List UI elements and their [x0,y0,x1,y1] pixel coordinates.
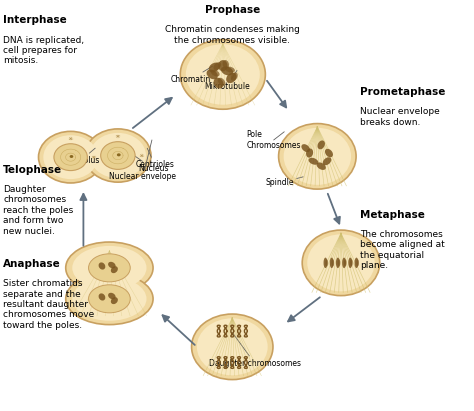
Ellipse shape [191,314,273,380]
Text: Nuclear envelope: Nuclear envelope [109,140,176,181]
Ellipse shape [226,73,237,83]
Ellipse shape [72,246,146,290]
Text: Nuclear envelope
breaks down.: Nuclear envelope breaks down. [360,107,439,127]
Ellipse shape [283,128,351,185]
Ellipse shape [309,158,319,165]
Ellipse shape [85,129,151,182]
Ellipse shape [325,149,333,157]
Text: Chromatin: Chromatin [171,66,212,84]
Ellipse shape [231,72,238,81]
Ellipse shape [218,78,225,86]
Ellipse shape [325,259,328,266]
Text: Prophase: Prophase [205,5,260,15]
Ellipse shape [54,144,87,171]
Ellipse shape [214,78,223,88]
Ellipse shape [89,285,130,313]
Ellipse shape [222,60,229,69]
Ellipse shape [331,259,334,266]
Ellipse shape [344,259,346,266]
Text: Nucleolus: Nucleolus [62,148,100,165]
Ellipse shape [330,258,334,268]
Ellipse shape [318,141,325,149]
Text: Mikrotubule: Mikrotubule [204,70,250,91]
Ellipse shape [356,259,359,266]
Ellipse shape [180,39,265,109]
Ellipse shape [111,297,118,304]
Ellipse shape [209,62,220,72]
Ellipse shape [218,60,228,71]
Ellipse shape [337,259,340,266]
Ellipse shape [99,262,105,270]
Ellipse shape [323,157,331,165]
Ellipse shape [279,124,356,189]
Ellipse shape [111,266,118,273]
Ellipse shape [221,67,233,76]
Text: Spindle: Spindle [265,177,303,187]
Ellipse shape [89,254,130,282]
Ellipse shape [210,69,219,76]
Ellipse shape [72,277,146,321]
Ellipse shape [306,148,313,157]
Text: Daughter chromosomes: Daughter chromosomes [209,332,301,368]
Ellipse shape [336,258,340,268]
Ellipse shape [108,293,116,299]
Ellipse shape [38,132,103,183]
Ellipse shape [90,133,146,178]
Text: Interphase: Interphase [3,15,67,25]
Text: Anaphase: Anaphase [3,259,61,269]
Ellipse shape [43,135,98,179]
Text: Daughter
chromosomes
reach the poles
and form two
new nuclei.: Daughter chromosomes reach the poles and… [3,185,73,236]
Ellipse shape [342,258,346,268]
Text: Sister chromatids
separate and the
resultant daughter
chromosomes move
toward th: Sister chromatids separate and the resul… [3,279,94,330]
Ellipse shape [213,62,221,70]
Text: Centrioles: Centrioles [136,148,174,169]
Ellipse shape [70,155,73,158]
Ellipse shape [355,258,358,268]
Ellipse shape [197,318,268,375]
Text: Prometaphase: Prometaphase [360,87,445,97]
Ellipse shape [348,258,352,268]
Ellipse shape [301,144,310,152]
Text: Telophase: Telophase [3,164,62,175]
Ellipse shape [100,142,135,169]
Ellipse shape [66,273,153,325]
Ellipse shape [186,44,260,105]
Text: Nucleus: Nucleus [124,148,168,173]
Ellipse shape [350,259,353,266]
Ellipse shape [324,258,328,268]
Text: Pole
Chromosomes: Pole Chromosomes [246,130,301,150]
Text: DNA is replicated,
cell prepares for
mitosis.: DNA is replicated, cell prepares for mit… [3,35,84,65]
Ellipse shape [302,230,380,296]
Ellipse shape [207,69,218,79]
Text: Metaphase: Metaphase [360,210,425,219]
Ellipse shape [99,293,105,300]
Ellipse shape [317,162,326,170]
Text: Chromatin condenses making
the chromosomes visible.: Chromatin condenses making the chromosom… [165,25,300,45]
Ellipse shape [225,67,235,73]
Ellipse shape [108,262,116,268]
Text: The chromosomes
become aligned at
the equatorial
plane.: The chromosomes become aligned at the eq… [360,230,445,270]
Ellipse shape [117,153,121,156]
Ellipse shape [66,242,153,293]
Ellipse shape [307,234,374,291]
